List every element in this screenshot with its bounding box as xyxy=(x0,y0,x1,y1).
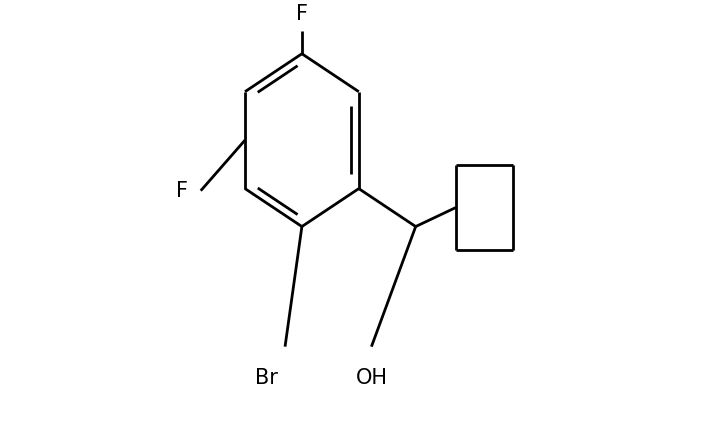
Text: F: F xyxy=(176,181,188,201)
Text: OH: OH xyxy=(356,368,388,388)
Text: Br: Br xyxy=(255,368,277,388)
Text: F: F xyxy=(296,4,308,24)
